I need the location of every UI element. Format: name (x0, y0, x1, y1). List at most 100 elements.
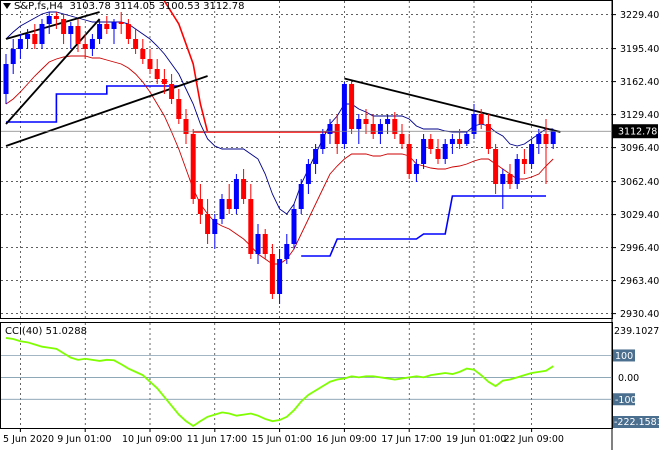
candle-body (97, 24, 103, 39)
candle-body (248, 199, 254, 254)
main-panel-frame (0, 0, 613, 319)
candlesticks (1, 12, 612, 304)
candle-body (493, 149, 499, 184)
candle-body (413, 164, 419, 174)
cci-min-box (613, 416, 659, 428)
candle-body (363, 119, 369, 124)
candle-body (341, 84, 347, 144)
price-tick-label: 2996.40 (620, 243, 659, 254)
ohlc-values: 3103.78 3114.05 3100.53 3112.78 (69, 1, 245, 12)
time-axis: 5 Jun 2020 9 Jun 01:00 10 Jun 09:00 11 Jun … (3, 428, 564, 445)
candle-body (334, 124, 340, 144)
cci-line (5, 337, 554, 428)
current-price-label: 3112.78 (618, 127, 657, 138)
candle-body (543, 134, 549, 144)
candle-body (226, 199, 232, 209)
candle-body (464, 134, 470, 144)
price-tick-label: 3129.40 (620, 110, 659, 121)
candle-body (435, 149, 441, 159)
candle-body (399, 134, 405, 144)
time-tick-label: 9 Jun 01:00 (57, 434, 111, 445)
time-tick-label: 10 Jun 09:00 (122, 434, 182, 445)
candle-body (190, 134, 196, 199)
candle-body (507, 174, 513, 184)
cci-level-box (613, 393, 635, 406)
time-tick-label: 17 Jun 17:00 (381, 434, 441, 445)
candle-body (75, 26, 81, 44)
candle-body (305, 164, 311, 184)
candle-body (421, 139, 427, 164)
candle-body (32, 34, 38, 44)
candle-body (176, 99, 182, 119)
time-tick-label: 11 Jun 17:00 (187, 434, 247, 445)
candle-body (241, 179, 247, 199)
candle-body (10, 49, 16, 64)
candle-body (53, 16, 59, 19)
candle-body (349, 84, 355, 129)
candle-body (471, 114, 477, 134)
dropdown-icon[interactable] (3, 3, 11, 9)
candle-body (205, 214, 211, 234)
candle-body (514, 159, 520, 184)
cci-panel-frame (0, 322, 613, 429)
cci-level-box (613, 349, 635, 362)
time-tick-label: 19 Jun 01:00 (446, 434, 506, 445)
trendline (5, 11, 100, 40)
candle-body (457, 139, 463, 144)
candle-body (3, 64, 9, 94)
candle-body (449, 139, 455, 144)
price-tick-label: 3029.40 (620, 210, 659, 221)
candle-body (277, 259, 283, 294)
candle-body (550, 131, 556, 144)
candle-body (46, 16, 52, 24)
candle-body (125, 24, 131, 39)
candle-body (284, 244, 290, 259)
candle-body (255, 234, 261, 254)
cci-min-label: -222.1583 (614, 417, 660, 428)
ichimoku-blue-line (6, 85, 179, 123)
candle-body (370, 124, 376, 134)
candle-body (133, 39, 139, 49)
candle-body (212, 219, 218, 234)
candle-body (61, 19, 67, 34)
candle-body (219, 199, 225, 219)
candle-body (147, 59, 153, 69)
time-tick-label: 5 Jun 2020 (3, 434, 54, 445)
candle-body (233, 179, 239, 209)
time-tick-label: 16 Jun 09:00 (316, 434, 376, 445)
candle-body (17, 39, 23, 49)
price-tick-label: 3062.40 (620, 177, 659, 188)
candle-body (478, 114, 484, 124)
price-axis: 3229.40 3195.40 3162.40 3129.40 3096.40 3062.… (612, 10, 659, 320)
ichimoku-red-line (163, 0, 209, 133)
candle-body (291, 209, 297, 244)
candle-body (269, 254, 275, 294)
candle-body (327, 124, 333, 134)
candle-body (356, 119, 362, 129)
candle-body (385, 119, 391, 124)
candle-body (161, 79, 167, 84)
candle-body (25, 34, 31, 39)
price-tick-label: 3162.40 (620, 77, 659, 88)
cci-level-label: 0.00 (618, 373, 639, 384)
candle-body (82, 44, 88, 49)
candle-body (406, 144, 412, 174)
cci-level-label: 100 (615, 351, 633, 362)
time-tick-label: 15 Jun 01:00 (252, 434, 312, 445)
candle-body (104, 24, 110, 29)
candle-body (169, 84, 175, 99)
candle-body (154, 69, 160, 79)
candle-body (320, 134, 326, 149)
ichimoku-blue-line (301, 195, 546, 257)
current-price-box (613, 124, 658, 139)
ichimoku-lines (6, 0, 546, 257)
candle-body (377, 124, 383, 134)
candle-body (89, 39, 95, 49)
candle-body (500, 174, 506, 184)
candle-body (197, 199, 203, 214)
candle-body (442, 144, 448, 159)
resistance-trendline (344, 77, 561, 133)
candle-body (485, 124, 491, 149)
candle-body (111, 22, 117, 29)
